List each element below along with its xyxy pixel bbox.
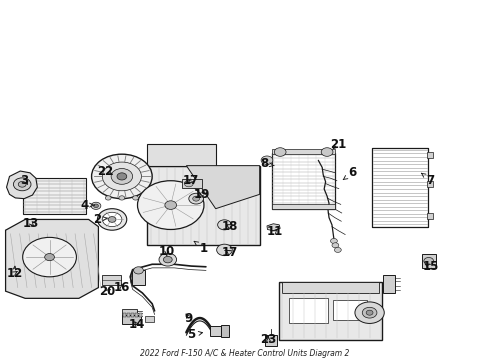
Circle shape	[165, 201, 176, 210]
Bar	[145, 316, 154, 321]
Circle shape	[102, 162, 142, 191]
Circle shape	[163, 256, 172, 263]
Circle shape	[133, 196, 139, 200]
Bar	[122, 309, 137, 317]
Circle shape	[108, 217, 116, 222]
Bar	[289, 298, 328, 323]
Text: 6: 6	[343, 166, 357, 180]
Bar	[135, 314, 138, 317]
Circle shape	[189, 193, 203, 204]
Bar	[265, 335, 277, 346]
Text: 18: 18	[222, 220, 239, 233]
Bar	[383, 275, 395, 293]
Text: 12: 12	[6, 267, 23, 280]
Bar	[140, 314, 143, 317]
Text: 8: 8	[260, 157, 274, 170]
Circle shape	[91, 202, 101, 210]
Text: 11: 11	[266, 225, 282, 238]
Circle shape	[138, 181, 204, 229]
Text: 14: 14	[128, 318, 145, 331]
Circle shape	[332, 243, 339, 248]
Circle shape	[331, 238, 337, 243]
Circle shape	[261, 156, 273, 165]
Bar	[272, 149, 335, 154]
Bar	[272, 153, 335, 209]
Bar	[282, 282, 379, 293]
Circle shape	[13, 178, 31, 191]
Text: 1: 1	[194, 241, 208, 255]
Bar	[427, 152, 433, 158]
Text: 7: 7	[421, 173, 435, 186]
Text: 17: 17	[183, 174, 199, 187]
Bar	[132, 270, 146, 285]
Bar	[147, 166, 260, 244]
Text: 10: 10	[159, 245, 175, 258]
Bar	[427, 181, 433, 187]
Polygon shape	[6, 171, 37, 199]
Text: 20: 20	[99, 285, 115, 298]
Bar	[210, 326, 220, 336]
Circle shape	[111, 168, 133, 184]
Text: 15: 15	[422, 260, 439, 273]
Bar	[372, 148, 428, 226]
Circle shape	[274, 148, 286, 156]
Polygon shape	[5, 220, 98, 298]
Text: 19: 19	[194, 188, 210, 201]
Text: 22: 22	[98, 165, 114, 177]
Circle shape	[424, 257, 434, 265]
Circle shape	[119, 196, 125, 200]
Text: 17: 17	[221, 246, 238, 259]
Circle shape	[23, 237, 76, 277]
Circle shape	[321, 148, 333, 156]
Bar	[147, 144, 216, 166]
Circle shape	[193, 196, 199, 201]
Text: 23: 23	[260, 333, 276, 346]
Text: 13: 13	[23, 216, 39, 230]
Polygon shape	[186, 166, 260, 209]
Circle shape	[105, 196, 111, 200]
Polygon shape	[267, 224, 280, 231]
Text: 5: 5	[187, 328, 202, 341]
Circle shape	[184, 180, 193, 187]
Text: 21: 21	[330, 138, 346, 150]
Bar	[272, 204, 335, 209]
Text: 16: 16	[114, 281, 130, 294]
Text: 9: 9	[185, 311, 193, 325]
Circle shape	[98, 209, 127, 230]
Bar	[23, 178, 86, 214]
Bar	[122, 315, 142, 324]
Circle shape	[134, 267, 144, 274]
Circle shape	[92, 154, 152, 199]
Text: 2: 2	[94, 213, 107, 226]
Bar	[102, 275, 121, 285]
Bar	[131, 314, 134, 317]
Circle shape	[102, 212, 122, 226]
Bar	[333, 300, 367, 320]
Text: 2022 Ford F-150 A/C & Heater Control Units Diagram 2: 2022 Ford F-150 A/C & Heater Control Uni…	[140, 348, 350, 357]
Circle shape	[366, 310, 373, 315]
Circle shape	[355, 302, 384, 323]
Circle shape	[218, 220, 231, 230]
Circle shape	[18, 181, 26, 187]
Bar	[220, 325, 229, 337]
Circle shape	[217, 244, 232, 256]
Circle shape	[45, 253, 54, 261]
Bar	[127, 314, 130, 317]
Circle shape	[362, 307, 377, 318]
Bar	[427, 213, 433, 220]
Circle shape	[159, 253, 176, 266]
Circle shape	[334, 247, 341, 252]
Text: 3: 3	[20, 174, 28, 186]
Circle shape	[94, 204, 98, 208]
Text: 4: 4	[81, 199, 95, 212]
Bar	[422, 254, 436, 268]
Bar	[279, 282, 382, 339]
Bar	[123, 314, 126, 317]
Bar	[182, 179, 202, 188]
Circle shape	[117, 173, 127, 180]
